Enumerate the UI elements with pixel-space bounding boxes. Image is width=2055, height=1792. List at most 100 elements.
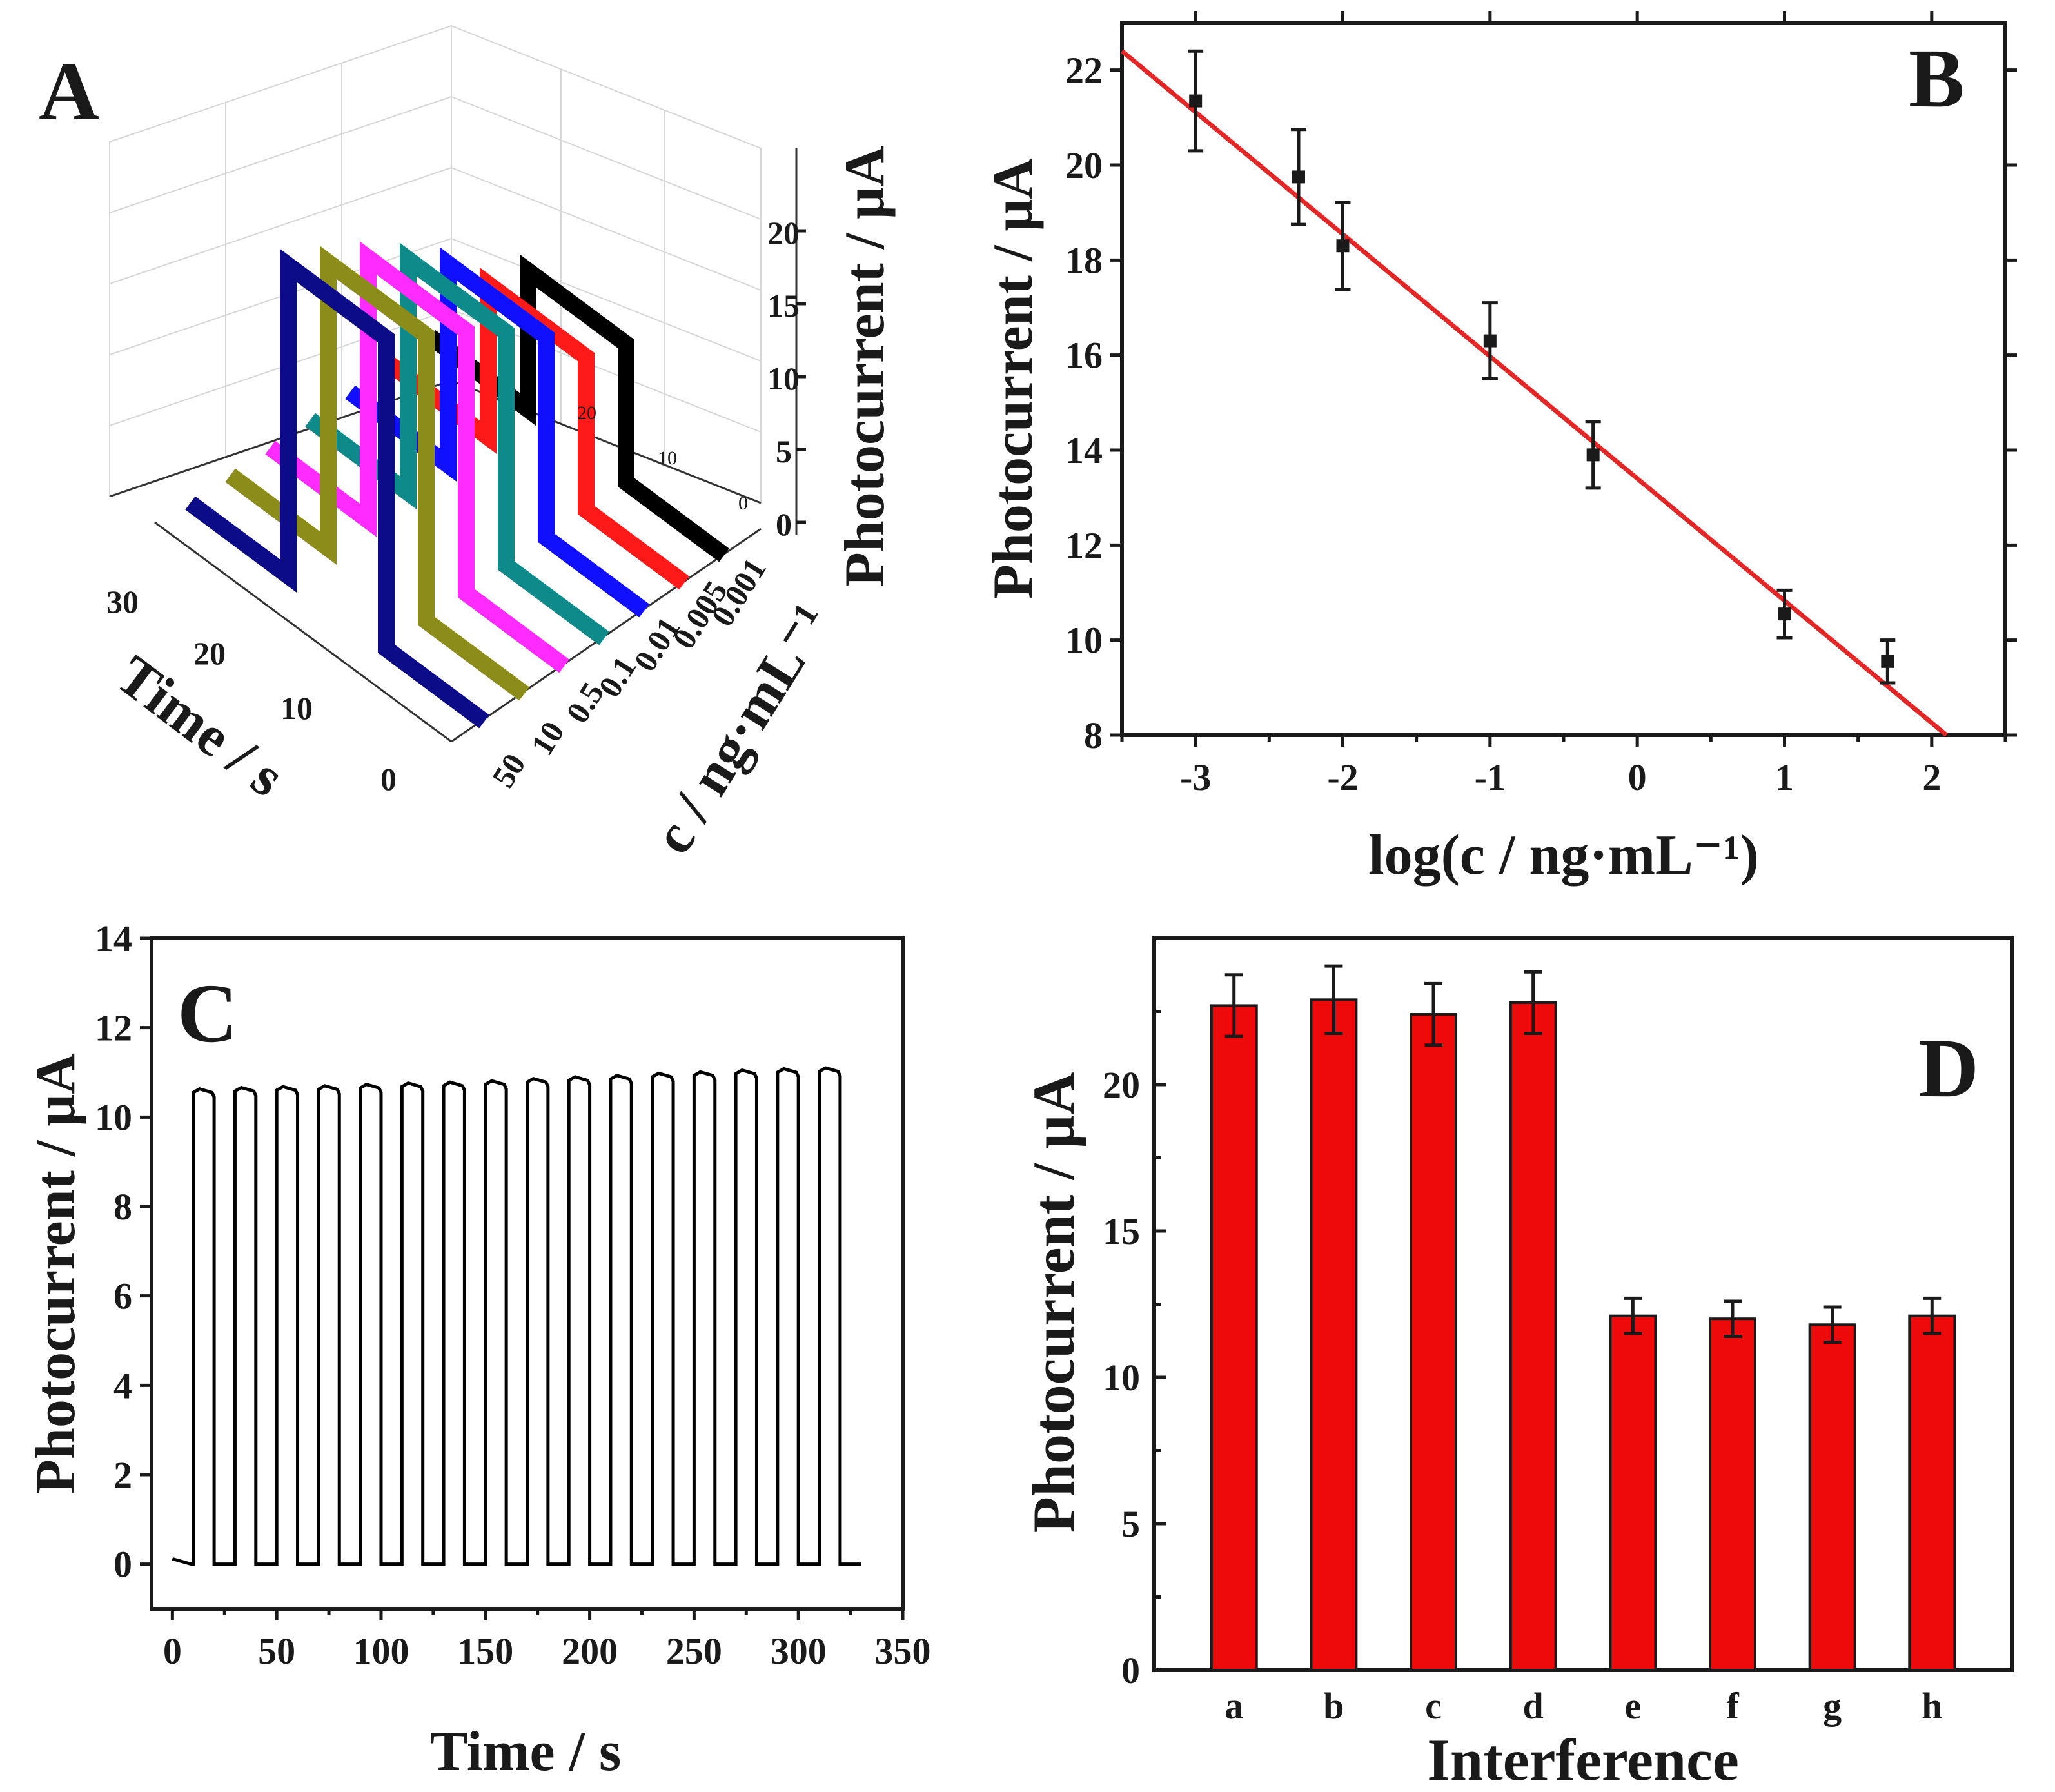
b-y-axis-title: Photocurrent / μA: [982, 158, 1045, 599]
c-x-tick-label: 300: [771, 1630, 827, 1672]
b-y-tick-label: 16: [1065, 335, 1103, 377]
c-x-tick-label: 0: [163, 1630, 182, 1672]
panel-c: 0 50 100 150 200 250 300 350 0 2 4 6 8 10 12 14 C Time …: [25, 918, 931, 1783]
c-x-axis-title: Time / s: [430, 1720, 622, 1783]
a-z-tick-label: 10: [767, 360, 800, 397]
d-bar-f: [1708, 1317, 1756, 1671]
d-x-tick-label: c: [1425, 1685, 1442, 1727]
a-conc-tick-label: 50: [485, 747, 533, 794]
c-plot-frame: [150, 936, 905, 1611]
panel-c-letter: C: [177, 967, 238, 1060]
d-x-tick-label: e: [1624, 1685, 1641, 1727]
b-x-tick-label: 2: [1922, 756, 1941, 798]
a-wall-grid: [109, 96, 452, 213]
c-y-tick-label: 2: [113, 1454, 132, 1496]
a-time-tick-label: 20: [193, 635, 226, 671]
d-bar-h: [1908, 1314, 1956, 1672]
a-z-axis-title: Photocurrent / μA: [834, 146, 896, 587]
d-y-tick-label: 10: [1103, 1357, 1140, 1399]
d-x-tick-label: f: [1726, 1685, 1739, 1727]
b-x-tick-label: -1: [1475, 756, 1506, 798]
b-y-tick-label: 20: [1065, 144, 1103, 186]
c-y-tick-label: 6: [113, 1275, 132, 1317]
a-wall-grid: [451, 96, 762, 220]
b-points: [1120, 49, 1948, 737]
a-trace-10: [225, 246, 529, 701]
d-x-tick-label: a: [1224, 1685, 1243, 1727]
b-plot-frame: [1120, 21, 2007, 737]
a-wall-grid: [109, 167, 452, 284]
d-y-tick-label: 20: [1103, 1064, 1140, 1106]
b-x-tick-label: -2: [1327, 756, 1358, 798]
d-bar-e: [1609, 1314, 1657, 1672]
a-backwall-tick-label: 20: [577, 402, 596, 424]
c-x-tick-label: 250: [666, 1630, 722, 1672]
b-data-point: [1778, 607, 1791, 621]
d-x-tick-label: d: [1523, 1685, 1544, 1727]
d-y-tick-label: 0: [1121, 1649, 1140, 1691]
c-x-tick-label: 100: [353, 1630, 409, 1672]
d-ticks: 0 5 10 15 20 a b c d e f g h: [1103, 1010, 1942, 1727]
b-fit-line: [1120, 49, 1948, 737]
b-data-point: [1292, 170, 1305, 184]
d-bars: [1210, 964, 1956, 1672]
d-x-axis-title: Interference: [1427, 1727, 1739, 1792]
a-wall-grid: [451, 238, 762, 362]
a-backwall-tick-label: 0: [738, 493, 748, 514]
b-y-tick-label: 18: [1065, 239, 1103, 281]
b-data-point: [1483, 334, 1497, 348]
c-x-tick-label: 350: [875, 1630, 931, 1672]
d-x-tick-label: g: [1823, 1685, 1842, 1727]
d-bar-c: [1410, 1013, 1458, 1672]
b-data-point: [1881, 655, 1894, 668]
d-bar-g: [1808, 1323, 1856, 1671]
a-traces: [185, 241, 729, 729]
d-y-tick-label: 15: [1103, 1210, 1140, 1252]
b-data-point: [1189, 94, 1203, 108]
panel-a-letter: A: [39, 45, 99, 138]
b-y-tick-label: 8: [1084, 714, 1103, 756]
panel-b-letter: B: [1909, 32, 1965, 125]
a-z-tick-label: 15: [767, 288, 800, 324]
c-x-tick-label: 50: [258, 1630, 295, 1672]
b-y-tick-label: 10: [1065, 620, 1103, 662]
a-time-axis-line: [154, 521, 452, 743]
d-bar-d: [1509, 1001, 1557, 1671]
d-y-tick-label: 5: [1121, 1503, 1140, 1545]
d-x-tick-label: b: [1323, 1685, 1344, 1727]
a-conc-tick-label: 10: [524, 715, 571, 762]
b-x-tick-label: 0: [1628, 756, 1647, 798]
panel-a: A: [39, 25, 896, 865]
d-x-tick-label: h: [1922, 1685, 1942, 1727]
a-trace-0.5: [265, 241, 569, 673]
a-time-tick-label: 30: [106, 584, 139, 620]
d-bar-b: [1310, 998, 1358, 1671]
b-x-tick-label: -3: [1180, 756, 1211, 798]
a-backwall-tick-label: 10: [658, 448, 677, 469]
b-data-point: [1336, 239, 1350, 253]
a-time-tick-label: 10: [280, 690, 313, 726]
b-y-tick-label: 22: [1065, 50, 1103, 92]
c-trace: [172, 1066, 861, 1566]
b-x-axis-title: log(c / ng·mL⁻¹): [1368, 824, 1759, 887]
b-y-tick-label: 12: [1065, 524, 1103, 566]
b-x-tick-label: 1: [1775, 756, 1794, 798]
panel-d-letter: D: [1918, 1022, 1979, 1115]
c-y-tick-label: 10: [95, 1096, 132, 1138]
b-data-point: [1586, 448, 1600, 462]
a-time-tick-label: 0: [380, 761, 397, 797]
a-trace-50: [185, 248, 489, 729]
c-y-tick-label: 0: [113, 1544, 132, 1586]
c-y-tick-label: 4: [113, 1364, 132, 1406]
panel-d: 0 5 10 15 20 a b c d e f g h D Interference Photocur…: [1021, 936, 2014, 1792]
a-z-tick-label: 5: [776, 433, 792, 469]
c-y-tick-label: 14: [95, 918, 132, 960]
c-x-tick-label: 200: [562, 1630, 618, 1672]
c-y-tick-label: 8: [113, 1186, 132, 1228]
d-y-axis-title: Photocurrent / μA: [1021, 1072, 1086, 1533]
a-wall-grid: [451, 167, 762, 291]
b-y-tick-label: 14: [1065, 429, 1103, 471]
